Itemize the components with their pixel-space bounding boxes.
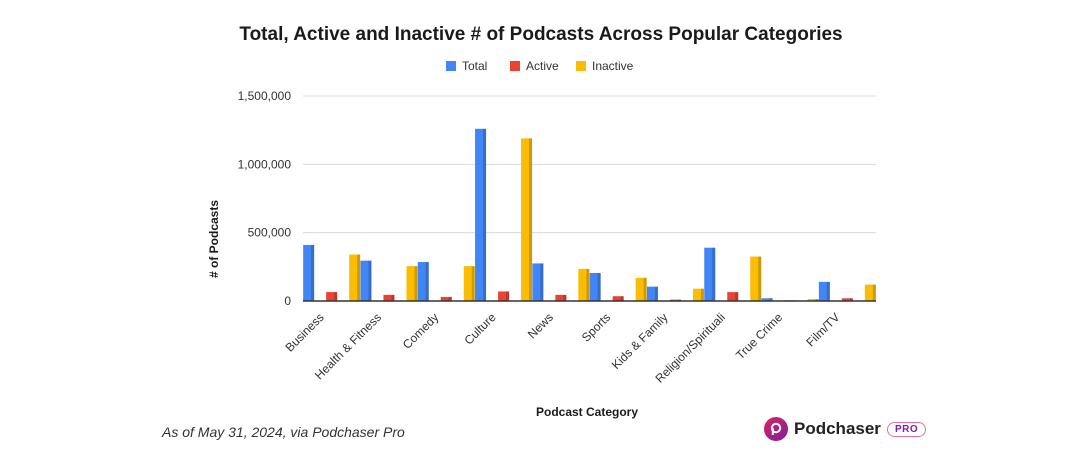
y-tick-label: 1,000,000 xyxy=(238,157,292,171)
legend-label-inactive: Inactive xyxy=(592,59,634,73)
bar-inactive-kids-family xyxy=(692,288,704,301)
bar-active-culture xyxy=(498,291,510,301)
bar-active-comedy xyxy=(440,296,452,301)
gridlines xyxy=(303,95,876,234)
bar-active-news xyxy=(555,294,567,301)
footer-note: As of May 31, 2024, via Podchaser Pro xyxy=(162,424,405,440)
legend-swatch-total xyxy=(446,61,456,71)
x-tick-label-true-crime: True Crime xyxy=(733,310,785,362)
bar-inactive-comedy xyxy=(463,266,475,301)
bar-inactive-film-tv xyxy=(864,284,876,301)
bar-shade-total-true-crime xyxy=(769,298,773,301)
bar-active-religion-spirituali xyxy=(727,292,739,301)
bar-total-sports xyxy=(589,272,601,301)
bar-inactive-sports xyxy=(635,277,647,301)
bar-total-news xyxy=(532,263,544,301)
bar-shade-total-sports xyxy=(597,272,601,301)
bar-total-religion-spirituali xyxy=(704,247,716,301)
bar-total-comedy xyxy=(417,262,429,301)
bar-active-health-fitness xyxy=(383,294,395,301)
brand-name: Podchaser xyxy=(794,419,881,438)
bar-shade-inactive-health-fitness xyxy=(414,266,418,301)
bar-shade-inactive-film-tv xyxy=(872,284,876,301)
x-axis-title: Podcast Category xyxy=(536,405,638,419)
bars xyxy=(303,128,876,302)
x-tick-label-culture: Culture xyxy=(461,310,498,347)
x-tick-label-sports: Sports xyxy=(579,310,613,344)
legend-swatch-inactive xyxy=(576,61,586,71)
x-tick-label-comedy: Comedy xyxy=(400,310,441,351)
legend-label-total: Total xyxy=(462,59,487,73)
bar-shade-total-film-tv xyxy=(826,281,830,301)
y-axis-ticks: 0 500,000 1,000,000 1,500,000 xyxy=(238,89,292,308)
bar-active-film-tv xyxy=(841,298,853,301)
bar-shade-inactive-business xyxy=(357,254,361,301)
bar-shade-total-health-fitness xyxy=(368,260,372,301)
bar-shade-active-comedy xyxy=(448,296,452,301)
bar-shade-inactive-culture xyxy=(529,138,533,301)
bar-shade-active-news xyxy=(563,294,567,301)
brand: Podchaser PRO xyxy=(764,417,927,441)
bar-shade-total-news xyxy=(540,263,544,301)
bar-shade-inactive-kids-family xyxy=(700,288,704,301)
bar-shade-active-sports xyxy=(620,296,624,301)
x-tick-label-film-tv: Film/TV xyxy=(803,310,842,349)
y-tick-label: 0 xyxy=(284,294,291,308)
bar-total-health-fitness xyxy=(360,260,372,301)
bar-shade-active-health-fitness xyxy=(391,294,395,301)
y-axis-title: # of Podcasts xyxy=(207,200,221,278)
bar-inactive-business xyxy=(349,254,361,301)
bar-total-true-crime xyxy=(761,298,773,301)
bar-total-kids-family xyxy=(646,286,658,301)
bar-total-film-tv xyxy=(818,281,830,301)
bar-inactive-culture xyxy=(521,138,533,301)
podchaser-logo-icon xyxy=(764,417,788,441)
bar-active-business xyxy=(326,292,338,301)
legend-swatch-active xyxy=(510,61,520,71)
bar-shade-total-comedy xyxy=(425,262,429,301)
brand-badge: PRO xyxy=(886,421,927,437)
bar-shade-active-religion-spirituali xyxy=(735,292,739,301)
bar-shade-inactive-news xyxy=(586,268,590,301)
bar-shade-active-culture xyxy=(506,291,510,301)
bar-shade-total-religion-spirituali xyxy=(712,247,716,301)
bar-shade-total-business xyxy=(311,244,315,301)
chart-title: Total, Active and Inactive # of Podcasts… xyxy=(239,24,842,45)
legend-label-active: Active xyxy=(526,59,559,73)
bar-inactive-religion-spirituali xyxy=(750,256,762,301)
legend: Total Active Inactive xyxy=(446,59,634,73)
bar-shade-active-film-tv xyxy=(849,298,853,301)
bar-total-business xyxy=(303,244,315,301)
bar-shade-total-kids-family xyxy=(654,286,658,301)
y-tick-label: 500,000 xyxy=(248,226,292,240)
bar-inactive-health-fitness xyxy=(406,266,418,301)
bar-shade-inactive-religion-spirituali xyxy=(758,256,762,301)
y-tick-label: 1,500,000 xyxy=(238,89,292,103)
x-tick-label-news: News xyxy=(525,310,556,341)
bar-shade-inactive-comedy xyxy=(471,266,475,301)
bar-total-culture xyxy=(475,128,487,301)
x-tick-label-business: Business xyxy=(282,310,326,354)
bar-inactive-news xyxy=(578,268,590,301)
x-tick-label-kids-family: Kids & Family xyxy=(609,310,671,372)
bar-shade-inactive-sports xyxy=(643,277,647,301)
bar-shade-total-culture xyxy=(483,128,487,301)
bar-inactive-true-crime xyxy=(807,298,819,301)
bar-shade-active-business xyxy=(334,292,338,301)
bar-active-sports xyxy=(612,296,624,301)
bar-shade-inactive-true-crime xyxy=(815,298,819,301)
